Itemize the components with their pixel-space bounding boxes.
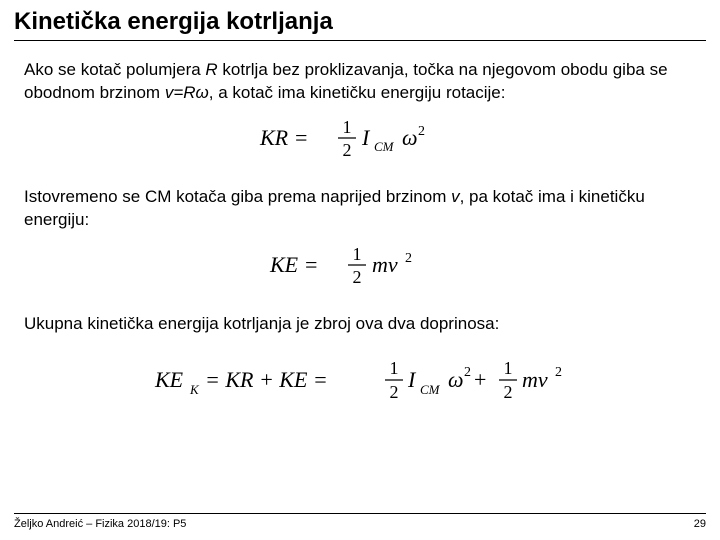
eq1-sub: CM bbox=[374, 139, 395, 154]
eq3-mv: mv bbox=[522, 367, 548, 392]
eq3-num2: 1 bbox=[504, 358, 513, 378]
equation-2: KE = 1 2 mv 2 bbox=[24, 240, 696, 293]
eq3-mid: = KR + KE = bbox=[205, 367, 328, 392]
eq1-I: I bbox=[361, 125, 371, 150]
eq3-num1: 1 bbox=[390, 358, 399, 378]
eq3-sub1: CM bbox=[420, 382, 441, 397]
p1-omega: ω bbox=[196, 83, 209, 102]
equation-3: KE K = KR + KE = 1 2 I CM ω 2 + 1 2 mv 2 bbox=[24, 354, 696, 409]
eq1-left: KR = bbox=[259, 125, 308, 150]
eq1-num: 1 bbox=[343, 117, 352, 137]
paragraph-2: Istovremeno se CM kotača giba prema napr… bbox=[24, 186, 696, 232]
p1-text3: , a kotač ima kinetičku energiju rotacij… bbox=[209, 83, 506, 102]
eq3-I: I bbox=[407, 367, 417, 392]
eq1-den: 2 bbox=[343, 140, 352, 160]
paragraph-3: Ukupna kinetička energija kotrljanja je … bbox=[24, 313, 696, 336]
eq3-omega: ω bbox=[448, 367, 464, 392]
p1-text: Ako se kotač polumjera bbox=[24, 60, 205, 79]
eq2-num: 1 bbox=[353, 244, 362, 264]
p2-text: Istovremeno se CM kotača giba prema napr… bbox=[24, 187, 451, 206]
p1-v: v=R bbox=[165, 83, 196, 102]
page-number: 29 bbox=[694, 518, 706, 530]
eq2-sup: 2 bbox=[405, 251, 412, 266]
content-area: Ako se kotač polumjera R kotrlja bez pro… bbox=[14, 59, 706, 409]
footer-left: Željko Andreić – Fizika 2018/19: P5 bbox=[14, 518, 186, 530]
page-title: Kinetička energija kotrljanja bbox=[14, 8, 706, 41]
eq2-den: 2 bbox=[353, 267, 362, 287]
eq3-KE: KE bbox=[154, 367, 184, 392]
eq1-sup: 2 bbox=[418, 124, 425, 139]
eq3-K: K bbox=[189, 382, 200, 397]
eq1-omega: ω bbox=[402, 125, 418, 150]
eq2-mv: mv bbox=[372, 252, 398, 277]
eq3-den2: 2 bbox=[504, 382, 513, 402]
eq2-left: KE = bbox=[269, 252, 318, 277]
eq3-sup1: 2 bbox=[464, 365, 471, 380]
eq3-den1: 2 bbox=[390, 382, 399, 402]
equation-1: KR = 1 2 I CM ω 2 bbox=[24, 113, 696, 166]
paragraph-1: Ako se kotač polumjera R kotrlja bez pro… bbox=[24, 59, 696, 105]
p2-v: v bbox=[451, 187, 460, 206]
eq3-sup2: 2 bbox=[555, 365, 562, 380]
p1-R: R bbox=[205, 60, 217, 79]
footer: Željko Andreić – Fizika 2018/19: P5 29 bbox=[14, 513, 706, 530]
eq3-plus: + bbox=[474, 367, 486, 392]
